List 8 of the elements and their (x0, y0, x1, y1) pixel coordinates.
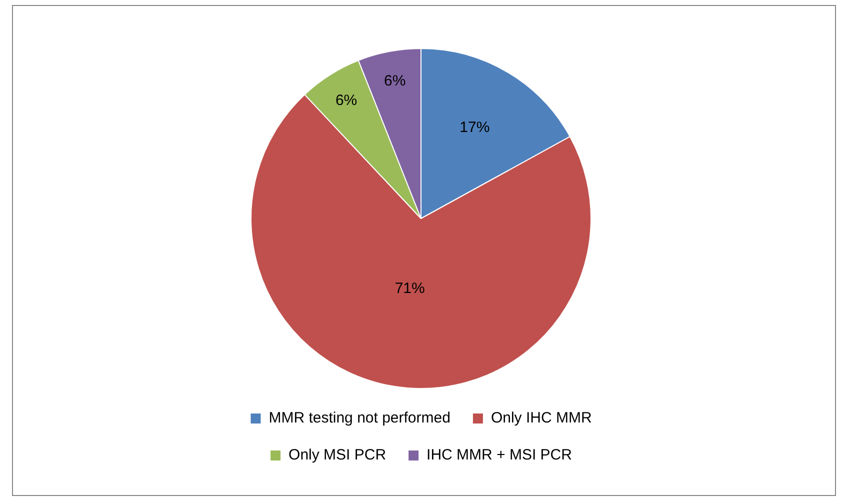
data-label: 17% (460, 118, 490, 136)
data-label: 6% (384, 72, 406, 90)
legend-label: Only IHC MMR (490, 410, 592, 427)
legend-label: Only MSI PCR (288, 446, 386, 464)
legend-label: IHC MMR + MSI PCR (426, 446, 572, 464)
legend-label: MMR testing not performed (268, 410, 450, 427)
data-label: 71% (394, 280, 425, 298)
data-label: 6% (335, 92, 358, 109)
